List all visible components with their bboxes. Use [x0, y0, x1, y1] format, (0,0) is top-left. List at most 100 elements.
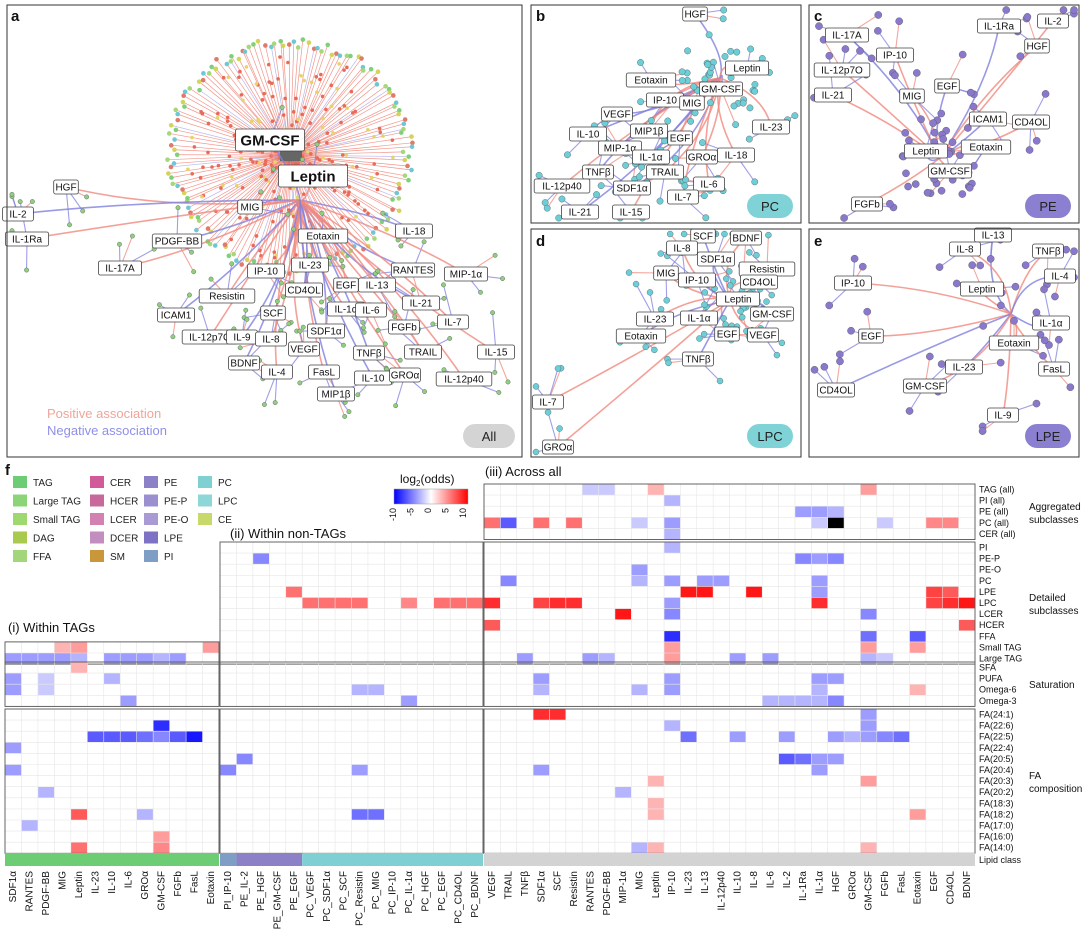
heatmap-cell [909, 630, 926, 642]
lipid-node [238, 69, 242, 74]
spoke [197, 154, 291, 218]
lipid-node [702, 214, 710, 222]
lipid-node [175, 205, 181, 211]
lipid-node [319, 299, 324, 305]
legend-label-pc: PC [218, 478, 232, 489]
node-label-cd4ol: CD4OL [287, 286, 321, 297]
lipid-node [309, 80, 314, 85]
heatmap-cell [958, 619, 975, 631]
node-label-box [237, 199, 263, 215]
row-label-cer-all: CER (all) [979, 529, 1016, 539]
spoke [289, 113, 399, 156]
heatmap-cell [762, 695, 779, 707]
lipid-node [815, 22, 823, 30]
lipid-node [286, 42, 292, 47]
node-label-box [308, 364, 340, 380]
node-label-il-18: IL-18 [725, 151, 748, 162]
lipid-node [965, 183, 974, 192]
edge [299, 199, 405, 328]
spoke [289, 154, 412, 171]
lipid-node [283, 96, 287, 101]
heatmap-cell [153, 720, 170, 732]
lipid-node [373, 76, 378, 82]
lipid-node [532, 383, 540, 390]
node-label-box [98, 260, 143, 276]
lipid-node [720, 315, 727, 322]
heatmap-cell [70, 662, 88, 674]
lipid-node [244, 65, 249, 69]
lipid-node [939, 135, 948, 143]
col-label-iii-egf: EGF [929, 871, 940, 892]
lipid-node [356, 202, 361, 206]
heatmap-cell [433, 597, 451, 609]
heatmap-cell [811, 575, 828, 587]
row-label-fa-18-3: FA(18:3) [979, 798, 1014, 808]
heatmap-cell [664, 653, 681, 665]
node-label-box [443, 266, 488, 282]
lipid-node [791, 112, 799, 120]
heatmap-cell [37, 673, 55, 685]
heatmap-cell [400, 695, 418, 707]
lipid-node [282, 245, 287, 249]
legend-swatch-large-tag [13, 494, 27, 507]
legend-swatch-sm [90, 550, 104, 562]
lipid-node [299, 157, 305, 162]
row-label-fa-22-6: FA(22:6) [979, 721, 1014, 731]
lipid-node [171, 161, 177, 166]
spoke [289, 102, 397, 156]
lipid-node [401, 126, 406, 132]
lipid-node [324, 107, 328, 112]
lipid-node [174, 152, 180, 158]
node-label-box [666, 240, 698, 256]
heatmap-cell [37, 653, 55, 665]
lipid-node [198, 305, 204, 311]
lipid-node [277, 195, 282, 201]
legend-label-pe-o: PE-O [164, 515, 189, 526]
lipid-node [295, 195, 300, 200]
lipid-node [186, 205, 191, 211]
lipid-node [229, 261, 235, 267]
heatmap-block-ii-fa [219, 708, 484, 854]
lipid-node [199, 109, 203, 114]
col-label-iii-leptin: Leptin [651, 871, 662, 898]
lipid-node [930, 128, 939, 137]
lipid-node [325, 131, 330, 135]
spoke [289, 154, 408, 167]
heatmap-cell [860, 641, 877, 653]
group-label-detailed: subclasses [1029, 606, 1078, 617]
lipid-node [392, 104, 397, 109]
row-label-pc: PC [979, 576, 992, 586]
heatmap-cell [844, 731, 861, 743]
node-label-box [814, 87, 852, 103]
lipid-node [191, 269, 197, 275]
heatmap-cell [778, 695, 795, 707]
lipid-node [996, 358, 1005, 367]
lipid-node [236, 56, 242, 62]
heatmap-cell [664, 673, 681, 685]
lipid-node [392, 314, 398, 320]
lipid-node [917, 115, 925, 124]
legend-swatch-pc [198, 476, 212, 488]
lipid-node [342, 104, 347, 108]
lipid-node [733, 48, 741, 56]
node-label-trail: TRAIL [409, 348, 438, 359]
legend-swatch-pi [144, 550, 158, 562]
lipid-node [396, 111, 401, 117]
lipid-node [397, 357, 403, 363]
heatmap-cell [484, 619, 501, 631]
legend-label-pi: PI [164, 552, 173, 563]
legend-swatch-pe-o [144, 513, 158, 525]
lipid-node [637, 59, 644, 66]
node-label-box [632, 149, 670, 165]
node-label-box [569, 126, 607, 142]
lipid-node [296, 117, 300, 122]
panel-e-frame [808, 228, 1080, 458]
lipid-node [1051, 292, 1059, 301]
row-label-fa-20-5: FA(20:5) [979, 754, 1014, 764]
col-label-ii-pi-ip-10: PI_IP-10 [223, 871, 234, 910]
lipid-node [727, 282, 734, 289]
node-label-leptin: Leptin [912, 147, 939, 158]
lipid-node [344, 153, 349, 157]
spoke [198, 154, 291, 221]
lipid-node [213, 66, 219, 72]
